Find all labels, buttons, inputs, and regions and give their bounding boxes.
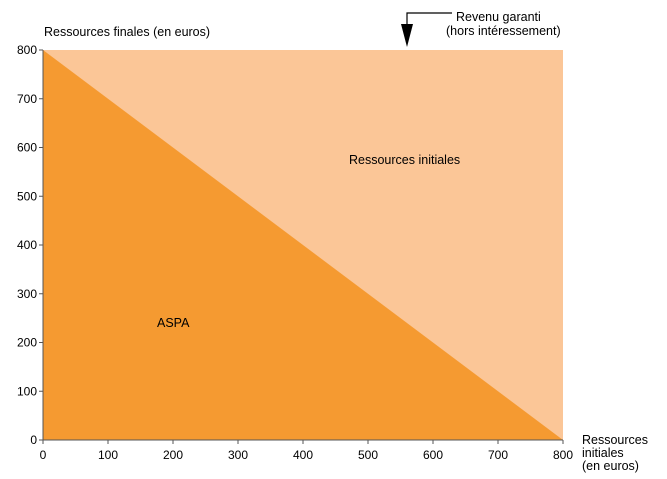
guarantee-leader-line bbox=[406, 12, 452, 24]
x-tick-label: 500 bbox=[358, 448, 378, 462]
series-label-ressources-initiales: Ressources initiales bbox=[349, 153, 460, 167]
guarantee-label-line-2: (hors intéressement) bbox=[446, 24, 561, 38]
y-tick-label: 500 bbox=[17, 189, 37, 203]
y-tick-label: 800 bbox=[17, 43, 37, 57]
y-tick-label: 200 bbox=[17, 336, 37, 350]
x-tick-label: 300 bbox=[228, 448, 248, 462]
x-axis-ticks: 0 100 200 300 400 500 600 700 800 bbox=[40, 440, 573, 462]
area-aspa bbox=[43, 50, 563, 440]
x-axis-label-line-2: initiales bbox=[582, 446, 624, 460]
series-label-aspa: ASPA bbox=[157, 316, 190, 330]
x-axis-label-line-1: Ressources bbox=[582, 433, 648, 447]
y-tick-label: 600 bbox=[17, 141, 37, 155]
x-tick-label: 200 bbox=[163, 448, 183, 462]
x-tick-label: 0 bbox=[40, 448, 47, 462]
x-tick-label: 700 bbox=[488, 448, 508, 462]
y-tick-label: 700 bbox=[17, 92, 37, 106]
x-tick-label: 400 bbox=[293, 448, 313, 462]
y-axis-ticks: 0 100 200 300 400 500 600 700 800 bbox=[17, 43, 43, 447]
x-tick-label: 100 bbox=[98, 448, 118, 462]
y-tick-label: 400 bbox=[17, 238, 37, 252]
x-tick-label: 600 bbox=[423, 448, 443, 462]
y-tick-label: 100 bbox=[17, 384, 37, 398]
x-axis-label-line-3: (en euros) bbox=[582, 459, 639, 473]
guarantee-label-line-1: Revenu garanti bbox=[456, 10, 541, 24]
y-tick-label: 0 bbox=[30, 433, 37, 447]
y-axis-label: Ressources finales (en euros) bbox=[44, 25, 210, 39]
y-tick-label: 300 bbox=[17, 287, 37, 301]
guarantee-arrow-icon bbox=[401, 24, 413, 47]
x-tick-label: 800 bbox=[553, 448, 573, 462]
guarantee-annotation: Revenu garanti (hors intéressement) bbox=[401, 10, 561, 47]
